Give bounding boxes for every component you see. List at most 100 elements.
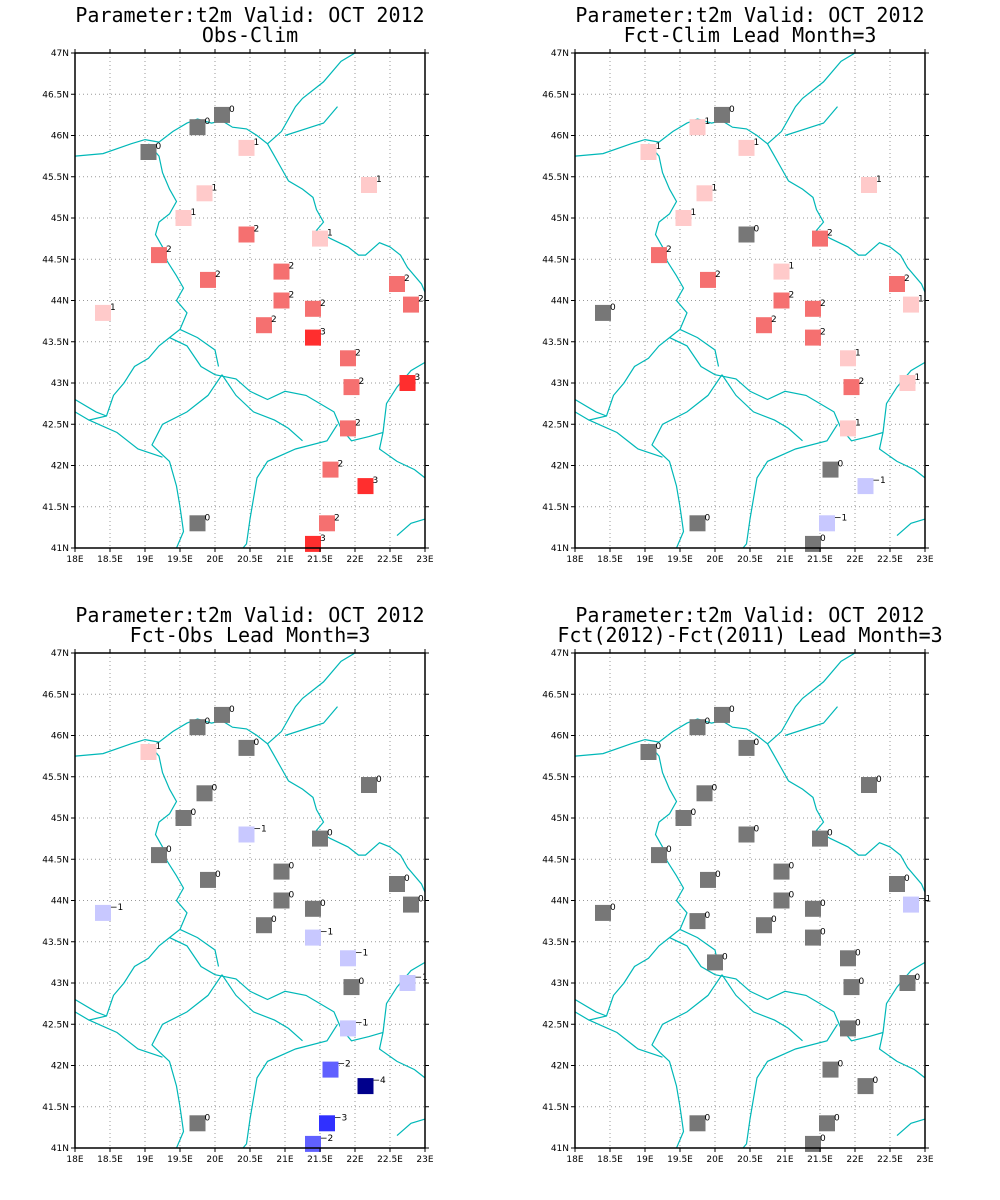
grid [575, 53, 925, 548]
station-marker [322, 1061, 339, 1078]
panel-title: Parameter:t2m Valid: OCT 2012 [575, 603, 925, 627]
station-value: 0 [229, 105, 235, 115]
border-line [284, 706, 338, 737]
border-line [767, 652, 856, 745]
station-marker [95, 304, 111, 321]
y-tick-label: 45N [551, 214, 569, 224]
station-marker [175, 810, 192, 826]
station-value: 2 [827, 229, 833, 239]
border-line [878, 1032, 926, 1079]
x-tick-label: 20.5E [237, 1155, 263, 1165]
y-tick-label: 43.5N [42, 338, 69, 348]
station-marker [340, 350, 356, 367]
station-value: 0 [418, 895, 424, 905]
y-tick-label: 42.5N [42, 420, 69, 430]
border-line [169, 337, 384, 442]
y-tick-label: 41N [551, 544, 569, 554]
panel-subtitle: Fct(2012)-Fct(2011) Lead Month=3 [557, 623, 943, 647]
station-marker [738, 139, 755, 156]
station-marker [357, 1078, 374, 1095]
y-tick-label: 43.5N [42, 938, 69, 948]
station-value: 0 [205, 117, 211, 127]
border-line [574, 743, 688, 1021]
station-value: 0 [820, 928, 826, 938]
border-line [721, 374, 803, 442]
border-line [382, 361, 426, 433]
x-tick-label: 18E [566, 555, 583, 565]
station-marker [273, 263, 290, 280]
y-tick-label: 47N [51, 49, 69, 59]
x-tick-label: 18E [66, 1155, 83, 1165]
borders [74, 652, 426, 1149]
y-tick-label: 44.5N [542, 255, 569, 265]
station-value: 2 [166, 245, 172, 255]
station-value: 0 [215, 870, 221, 880]
panel-title: Parameter:t2m Valid: OCT 2012 [575, 3, 925, 27]
x-tick-label: 20E [206, 1155, 223, 1165]
border-line [378, 432, 426, 479]
border-line [574, 143, 688, 421]
station-value: 0 [834, 1113, 840, 1123]
border-line [574, 118, 926, 293]
axes: 18E 18.5E 19E 19.5E 20E 20.5E 21E 21.5E 22E 22.5E… [542, 649, 934, 1165]
station-value: 0 [705, 717, 711, 727]
x-tick-label: 19E [136, 555, 153, 565]
border-line [588, 419, 663, 458]
y-tick-label: 43.5N [542, 938, 569, 948]
x-tick-label: 19.5E [167, 555, 193, 565]
x-tick-label: 23E [916, 1155, 933, 1165]
station-value: 0 [691, 808, 697, 818]
station-marker [819, 1115, 835, 1132]
x-tick-label: 18.5E [597, 1155, 623, 1165]
station-marker [689, 119, 706, 136]
station-marker [305, 900, 321, 917]
station-value: 2 [666, 245, 672, 255]
x-tick-label: 20E [706, 1155, 723, 1165]
station-value: 3 [415, 373, 421, 383]
station-marker [696, 185, 713, 202]
station-value: 0 [754, 738, 760, 748]
station-marker [389, 876, 405, 892]
border-line [74, 718, 426, 893]
y-tick-label: 44.5N [542, 855, 569, 865]
station-value: 1 [327, 229, 333, 239]
station-value: 0 [156, 142, 162, 152]
border-line [74, 143, 188, 421]
station-value: 0 [715, 870, 721, 880]
station-marker [340, 420, 356, 437]
station-marker [189, 119, 206, 136]
station-value: 0 [729, 705, 735, 715]
station-marker [305, 1135, 321, 1152]
station-value: 2 [418, 295, 424, 305]
station-value: 0 [205, 513, 211, 523]
station-value: 0 [789, 862, 795, 872]
station-value: 1 [754, 138, 760, 148]
station-value: 0 [289, 862, 295, 872]
station-marker [689, 719, 706, 736]
station-value: 2 [771, 315, 777, 325]
y-tick-label: 44.5N [42, 255, 69, 265]
station-value: 1 [212, 183, 218, 193]
station-marker [903, 296, 919, 313]
y-tick-label: 45.5N [542, 773, 569, 783]
border-line [284, 106, 338, 137]
station-value: 2 [355, 348, 361, 358]
station-marker [361, 777, 377, 793]
station-value: 1 [376, 175, 382, 185]
y-tick-label: 41.5N [42, 1103, 69, 1113]
station-value: 1 [254, 138, 260, 148]
station-marker [312, 830, 328, 847]
station-value: 0 [820, 899, 826, 909]
station-marker [714, 106, 730, 123]
station-value: 0 [191, 808, 197, 818]
station-value: 0 [212, 783, 218, 793]
border-line [382, 961, 426, 1033]
station-marker [399, 375, 416, 391]
station-value: 1 [789, 262, 795, 272]
station-marker [756, 317, 772, 334]
border-line [784, 106, 838, 137]
border-line [574, 718, 926, 893]
x-tick-label: 19.5E [167, 1155, 193, 1165]
y-tick-label: 46N [551, 732, 569, 742]
